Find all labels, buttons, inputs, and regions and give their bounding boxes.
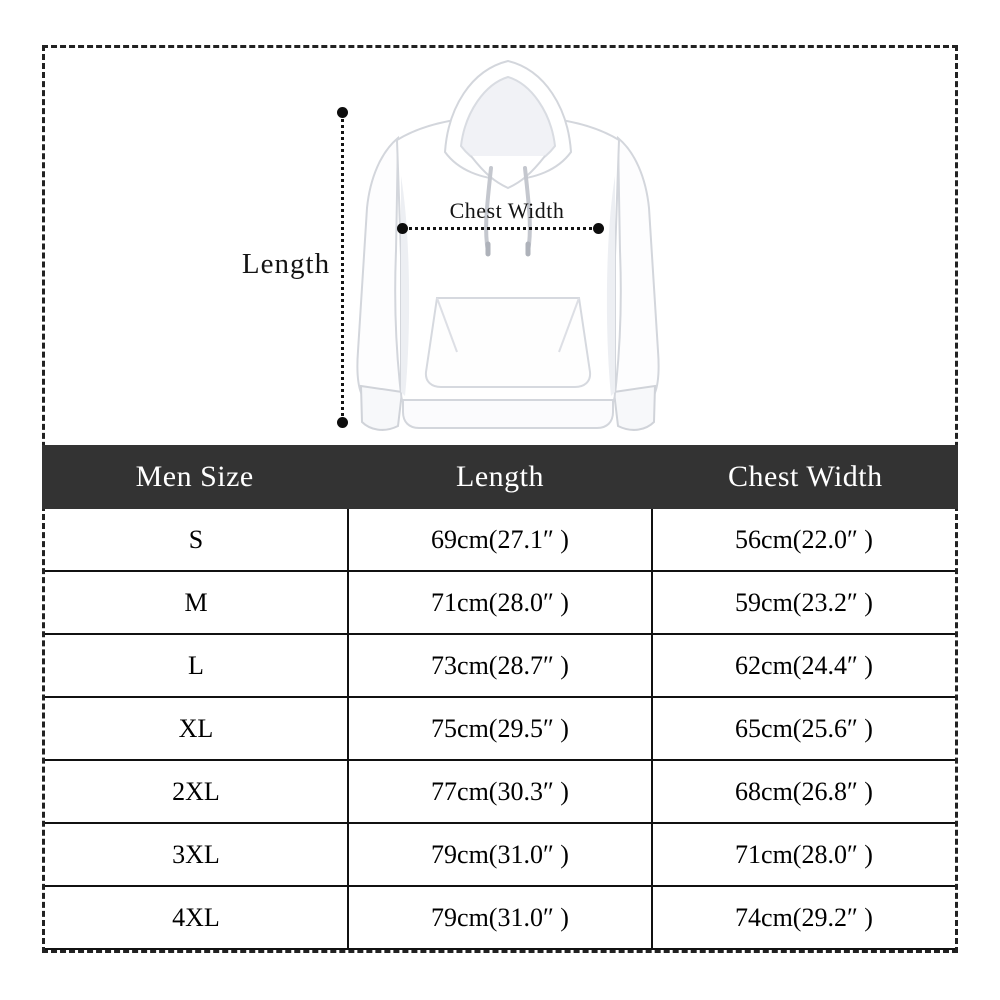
cell-chest-width: 68cm(26.8″ ) [735, 776, 873, 806]
cell-chest-width: 59cm(23.2″ ) [735, 587, 873, 617]
chest-width-label: Chest Width [449, 198, 565, 223]
cell-length: 77cm(30.3″ ) [347, 761, 653, 822]
cell-chest-width: 56cm(22.0″ ) [735, 524, 873, 554]
header-chest-width: Chest Width [728, 460, 883, 493]
cell-chest-width: 71cm(28.0″ ) [735, 839, 873, 869]
measure-endpoint-dot [337, 417, 348, 428]
cell-length: 75cm(29.5″ ) [347, 698, 653, 759]
length-measure-line [337, 107, 348, 428]
table-row: L 73cm(28.7″ ) 62cm(24.4″ ) [45, 635, 955, 698]
measurement-diagram: Length Chest Width [45, 48, 955, 445]
header-length: Length [456, 460, 544, 493]
table-row: M 71cm(28.0″ ) 59cm(23.2″ ) [45, 572, 955, 635]
measure-endpoint-dot [593, 223, 604, 234]
size-table: Men Size Length Chest Width S 69cm(27.1″… [42, 445, 958, 950]
chest-width-measure-line [397, 223, 604, 234]
hoodie-icon [356, 59, 660, 431]
cell-size: M [184, 587, 208, 617]
cell-size: 4XL [172, 902, 220, 932]
cell-length: 73cm(28.7″ ) [347, 635, 653, 696]
table-row: 2XL 77cm(30.3″ ) 68cm(26.8″ ) [45, 761, 955, 824]
cell-length: 69cm(27.1″ ) [347, 509, 653, 570]
cell-chest-width: 62cm(24.4″ ) [735, 650, 873, 680]
length-label: Length [241, 248, 331, 280]
cell-length: 79cm(31.0″ ) [347, 824, 653, 885]
measure-endpoint-dot [337, 107, 348, 118]
cell-size: S [188, 524, 204, 554]
table-row: S 69cm(27.1″ ) 56cm(22.0″ ) [45, 509, 955, 572]
header-men-size: Men Size [135, 460, 254, 493]
measure-endpoint-dot [397, 223, 408, 234]
dashed-frame: Length Chest Width Men Size Length Chest… [42, 45, 958, 953]
cell-length: 71cm(28.0″ ) [347, 572, 653, 633]
cell-size: L [188, 650, 204, 680]
cell-size: 3XL [172, 839, 220, 869]
cell-chest-width: 65cm(25.6″ ) [735, 713, 873, 743]
cell-length: 79cm(31.0″ ) [347, 887, 653, 948]
cell-size: XL [178, 713, 214, 743]
cell-size: 2XL [172, 776, 220, 806]
table-row: 3XL 79cm(31.0″ ) 71cm(28.0″ ) [45, 824, 955, 887]
table-header-row: Men Size Length Chest Width [42, 445, 958, 509]
table-row: XL 75cm(29.5″ ) 65cm(25.6″ ) [45, 698, 955, 761]
table-row: 4XL 79cm(31.0″ ) 74cm(29.2″ ) [45, 887, 955, 950]
cell-chest-width: 74cm(29.2″ ) [735, 902, 873, 932]
